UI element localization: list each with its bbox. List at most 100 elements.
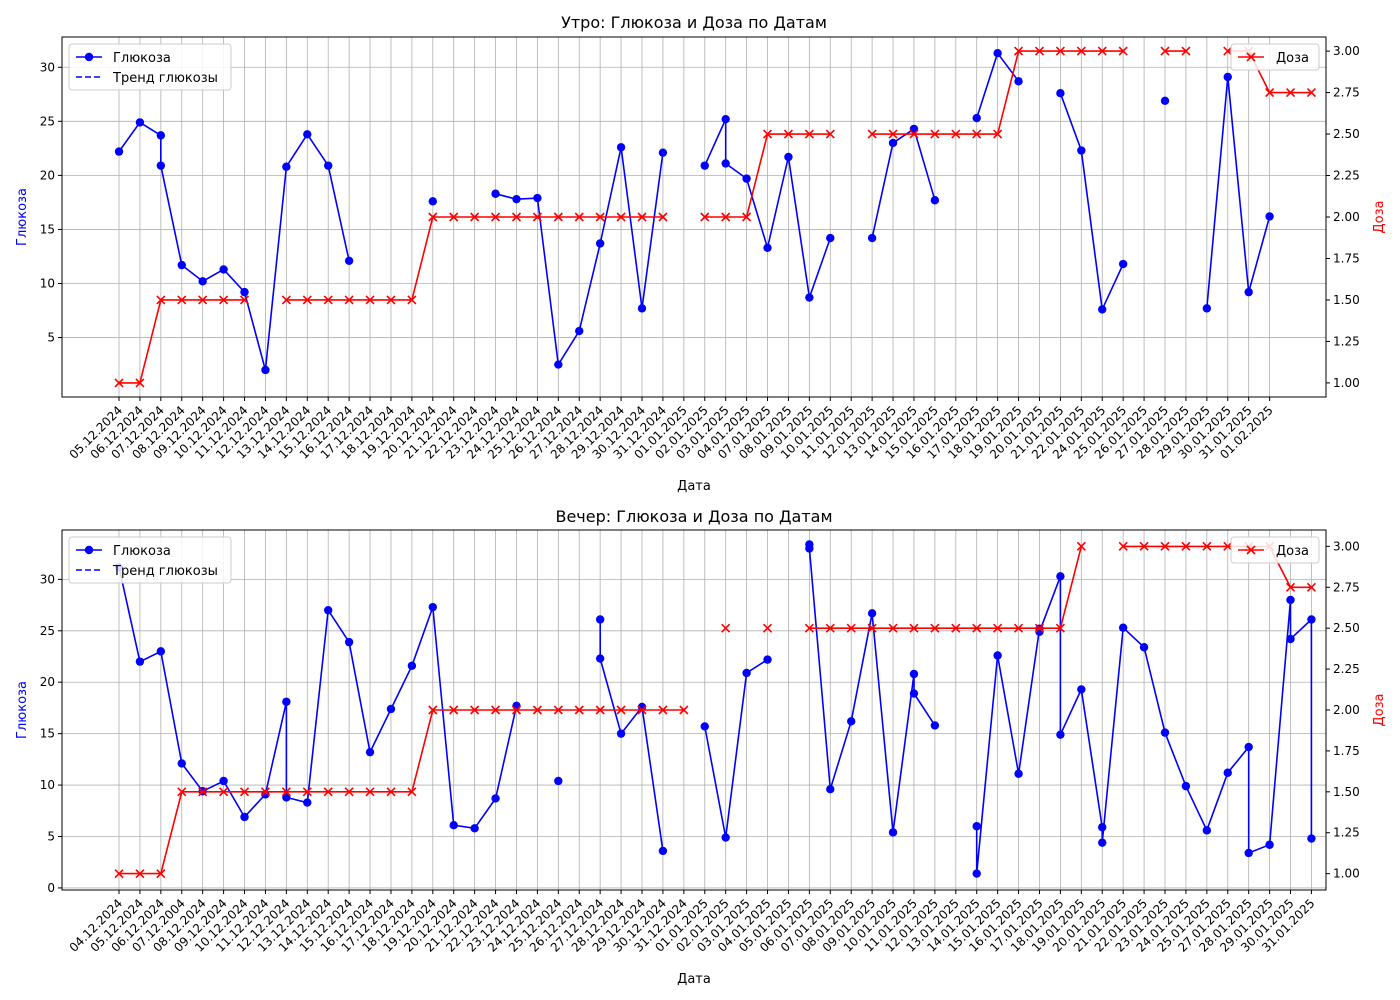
y-right-tick-label: 3.00 <box>1333 539 1360 553</box>
legend-label: Тренд глюкозы <box>112 564 218 579</box>
dose-point <box>511 212 522 222</box>
glucose-point <box>1223 72 1232 82</box>
glucose-point <box>721 159 730 168</box>
dose-point <box>449 212 459 222</box>
y-right-tick-label: 2.75 <box>1333 580 1360 594</box>
dose-point <box>721 212 731 222</box>
glucose-point <box>1056 730 1065 739</box>
glucose-series <box>114 49 1274 375</box>
legend-label: Доза <box>1276 51 1309 66</box>
glucose-point <box>533 193 542 203</box>
glucose-point <box>177 759 186 768</box>
dose-point <box>1034 623 1045 633</box>
dose-point <box>637 212 647 222</box>
y-right-tick-label: 1.00 <box>1333 867 1360 881</box>
dose-point <box>616 705 626 715</box>
dose-point <box>532 212 542 222</box>
y-tick-label: 25 <box>40 624 55 638</box>
legend-label: Глюкоза <box>113 51 171 66</box>
dose-point <box>1285 88 1296 98</box>
glucose-point <box>1307 615 1316 624</box>
glucose-point <box>972 869 981 878</box>
dose-point <box>658 212 668 222</box>
dose-point <box>365 295 375 305</box>
dose-point <box>344 295 354 305</box>
glucose-point <box>867 609 877 618</box>
dose-point <box>1118 541 1128 551</box>
glucose-point <box>993 49 1002 58</box>
glucose-point <box>156 161 166 170</box>
glucose-point <box>721 833 730 842</box>
dose-point <box>951 623 961 633</box>
dose-point <box>1160 46 1170 56</box>
y-right-tick-label: 2.50 <box>1333 127 1360 141</box>
legend-left: Глюкоза Тренд глюкозы <box>68 43 232 91</box>
dose-point <box>1055 46 1065 56</box>
glucose-point <box>595 615 605 624</box>
dose-point <box>511 705 522 715</box>
dose-point <box>574 705 584 715</box>
glucose-point <box>407 661 417 670</box>
glucose-point <box>428 602 437 612</box>
glucose-point <box>1014 77 1023 86</box>
dose-point <box>344 787 354 797</box>
glucose-point <box>303 798 312 807</box>
y-tick-label: 5 <box>47 331 55 345</box>
plot-frame <box>61 529 1327 891</box>
glucose-point <box>512 194 521 204</box>
glucose-point <box>1181 781 1191 791</box>
glucose-point <box>930 196 940 205</box>
glucose-point <box>491 794 500 803</box>
glucose-point <box>721 114 730 124</box>
y-right-tick-label: 1.25 <box>1333 334 1360 348</box>
glucose-point <box>763 243 772 253</box>
glucose-point <box>261 365 270 375</box>
glucose-point <box>637 304 647 313</box>
dose-point <box>1306 88 1317 98</box>
glucose-point <box>219 776 228 786</box>
y-right-axis-label: Доза <box>1372 201 1387 234</box>
dose-point <box>532 705 542 715</box>
dose-point <box>239 787 250 797</box>
dose-point <box>219 787 229 797</box>
dose-point <box>804 623 814 633</box>
dose-point <box>951 129 961 139</box>
dose-point <box>888 129 898 139</box>
glucose-point <box>470 824 479 833</box>
dose-point <box>428 212 438 222</box>
dose-point <box>721 623 731 633</box>
glucose-point <box>114 147 124 156</box>
glucose-point <box>324 606 333 615</box>
glucose-point <box>1223 768 1232 777</box>
dose-point <box>135 378 145 388</box>
dose-point <box>888 623 898 633</box>
dose-point <box>386 787 396 797</box>
legend-label: Доза <box>1276 544 1309 559</box>
dose-point <box>553 212 563 222</box>
dose-point <box>135 869 145 879</box>
y-right-tick-label: 1.50 <box>1333 293 1360 307</box>
dose-point <box>490 705 501 715</box>
glucose-series-line <box>118 51 1271 371</box>
glucose-point <box>1244 848 1253 858</box>
dose-point <box>1139 541 1149 551</box>
glucose-point <box>700 161 709 170</box>
dose-point <box>219 295 229 305</box>
y-right-tick-label: 2.75 <box>1333 86 1360 100</box>
glucose-point <box>198 277 207 286</box>
glucose-point <box>324 161 333 170</box>
dose-point <box>114 869 124 879</box>
y-right-tick-label: 1.50 <box>1333 785 1360 799</box>
dose-point <box>762 623 773 633</box>
glucose-point <box>135 118 145 127</box>
y-tick-label: 20 <box>40 675 55 689</box>
dose-point <box>177 295 187 305</box>
dose-point <box>930 623 940 633</box>
dose-point <box>637 705 647 715</box>
glucose-point <box>1202 304 1212 313</box>
legend-label: Глюкоза <box>113 544 171 559</box>
glucose-point <box>1077 146 1086 155</box>
dose-point <box>825 129 835 139</box>
y-tick-label: 20 <box>40 168 55 182</box>
glucose-point <box>282 162 291 171</box>
